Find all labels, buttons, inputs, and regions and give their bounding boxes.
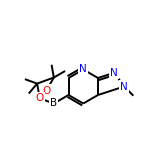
Text: O: O	[42, 86, 50, 95]
Text: N: N	[79, 64, 87, 74]
Text: O: O	[36, 93, 44, 103]
Text: N: N	[120, 81, 128, 92]
Text: N: N	[110, 68, 118, 78]
Text: B: B	[50, 98, 57, 109]
